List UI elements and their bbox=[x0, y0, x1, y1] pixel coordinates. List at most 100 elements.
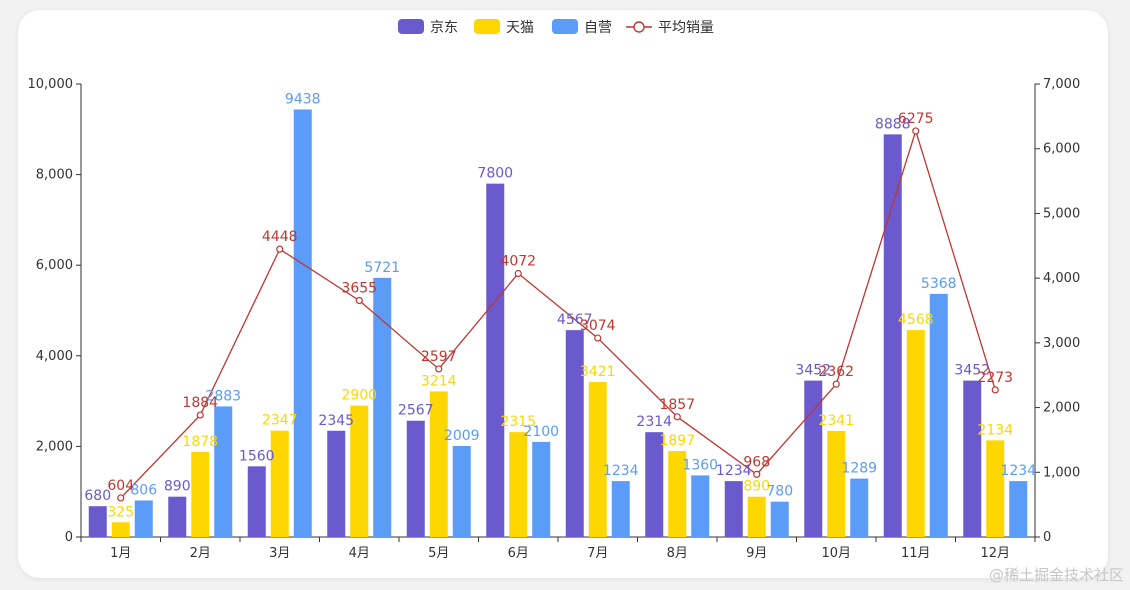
legend-item[interactable]: 自营 bbox=[552, 19, 612, 36]
bar[interactable] bbox=[883, 134, 902, 537]
bar-data-label: 5721 bbox=[364, 260, 400, 276]
bar[interactable] bbox=[111, 522, 130, 537]
bar[interactable] bbox=[429, 391, 448, 537]
x-tick-label: 10月 bbox=[821, 546, 851, 561]
y-left-tick-label: 6,000 bbox=[36, 258, 73, 273]
bar-data-label: 325 bbox=[107, 504, 134, 520]
bar[interactable] bbox=[724, 481, 743, 537]
bar-data-label: 1289 bbox=[841, 461, 877, 477]
bar[interactable] bbox=[906, 330, 925, 537]
bar-data-label: 5368 bbox=[921, 276, 957, 292]
bar[interactable] bbox=[509, 432, 528, 537]
bar[interactable] bbox=[214, 406, 233, 537]
bar[interactable] bbox=[191, 451, 210, 537]
legend-label: 平均销量 bbox=[658, 20, 714, 36]
y-left-tick-label: 8,000 bbox=[36, 168, 73, 183]
bar[interactable] bbox=[668, 451, 687, 537]
line-point[interactable] bbox=[117, 494, 125, 502]
bar[interactable] bbox=[452, 445, 471, 537]
line-point[interactable] bbox=[991, 386, 999, 394]
bar[interactable] bbox=[373, 277, 392, 537]
bar-data-label: 1878 bbox=[182, 434, 218, 450]
bar[interactable] bbox=[327, 430, 346, 537]
legend-item[interactable]: 京东 bbox=[398, 19, 458, 36]
line-point[interactable] bbox=[435, 365, 443, 373]
y-left-tick-label: 0 bbox=[65, 530, 73, 545]
bar[interactable] bbox=[747, 496, 766, 537]
axes: 0 2,000 4,000 6,000 8,000 10,000 0 1,000 2,000 3,… bbox=[28, 77, 1081, 561]
line-point[interactable] bbox=[196, 411, 204, 419]
x-tick-label: 1月 bbox=[110, 546, 131, 561]
x-tick-label: 8月 bbox=[667, 546, 688, 561]
y-right-tick-label: 0 bbox=[1043, 530, 1051, 545]
x-tick-label: 9月 bbox=[746, 546, 767, 561]
y-left-tick-label: 2,000 bbox=[36, 439, 73, 454]
data-labels: 680 890 1560 2345 2567 7800 4567 2314 1234 3452 88… bbox=[84, 91, 1036, 520]
line-data-label: 1857 bbox=[659, 397, 695, 413]
bar[interactable] bbox=[588, 382, 607, 537]
line-point[interactable] bbox=[832, 380, 840, 388]
line-point[interactable] bbox=[276, 245, 284, 253]
bar[interactable] bbox=[986, 440, 1005, 537]
bar[interactable] bbox=[270, 430, 289, 537]
line-data-label: 4448 bbox=[262, 229, 298, 245]
bar[interactable] bbox=[611, 481, 630, 537]
line-point[interactable] bbox=[514, 269, 522, 278]
bar[interactable] bbox=[486, 183, 505, 537]
bar[interactable] bbox=[850, 478, 869, 537]
bar[interactable] bbox=[770, 501, 789, 537]
line-point[interactable] bbox=[753, 470, 761, 478]
bar[interactable] bbox=[350, 405, 369, 537]
bar-data-label: 1234 bbox=[603, 463, 639, 479]
y-right-tick-label: 5,000 bbox=[1043, 206, 1080, 221]
bar[interactable] bbox=[929, 293, 948, 537]
bar[interactable] bbox=[565, 330, 584, 537]
legend-swatch bbox=[474, 19, 500, 34]
bar-data-label: 9438 bbox=[285, 91, 321, 107]
bar[interactable] bbox=[827, 430, 846, 537]
line-point[interactable] bbox=[355, 296, 363, 305]
bar-data-label: 1560 bbox=[239, 448, 275, 464]
legend-item[interactable]: 平均销量 bbox=[626, 20, 714, 36]
x-tick-label: 3月 bbox=[269, 546, 290, 561]
line-data-label: 3655 bbox=[341, 280, 377, 296]
bar-data-label: 780 bbox=[766, 484, 793, 500]
bar-data-label: 3214 bbox=[421, 373, 457, 389]
bar[interactable] bbox=[963, 380, 982, 537]
bar[interactable] bbox=[691, 475, 710, 537]
legend[interactable]: 京东 天猫 自营 平均销量 bbox=[398, 19, 714, 36]
bar[interactable] bbox=[88, 506, 107, 537]
line-data-label: 2273 bbox=[977, 370, 1013, 386]
bar[interactable] bbox=[168, 496, 187, 537]
bar-data-label: 806 bbox=[130, 482, 157, 498]
bar[interactable] bbox=[532, 441, 551, 537]
bar[interactable] bbox=[406, 420, 425, 537]
bar-data-label: 4567 bbox=[557, 312, 593, 328]
bar-data-label: 3421 bbox=[580, 364, 616, 380]
y-right-tick-label: 2,000 bbox=[1043, 401, 1080, 416]
line-data-label: 2362 bbox=[818, 364, 854, 380]
bar[interactable] bbox=[134, 500, 153, 537]
bar[interactable] bbox=[1009, 481, 1028, 537]
bar-data-label: 2314 bbox=[636, 414, 672, 430]
line-point[interactable] bbox=[673, 413, 681, 421]
y-left-tick-label: 4,000 bbox=[36, 349, 73, 364]
x-tick-label: 12月 bbox=[980, 546, 1010, 561]
line-point[interactable] bbox=[912, 127, 920, 135]
y-right-tick-label: 1,000 bbox=[1043, 465, 1080, 480]
y-left-tick-label: 10,000 bbox=[28, 77, 74, 92]
legend-item[interactable]: 天猫 bbox=[474, 19, 534, 36]
bar[interactable] bbox=[804, 380, 823, 537]
y-right-tick-label: 7,000 bbox=[1043, 77, 1080, 92]
x-tick-label: 6月 bbox=[508, 546, 529, 561]
line-point[interactable] bbox=[594, 334, 602, 342]
bar-data-label: 680 bbox=[84, 488, 111, 504]
line-data-label: 968 bbox=[743, 454, 770, 470]
bar[interactable] bbox=[247, 466, 266, 537]
bar[interactable] bbox=[293, 109, 312, 537]
bar-data-label: 2009 bbox=[444, 428, 480, 444]
line-data-label: 604 bbox=[107, 478, 134, 494]
bar[interactable] bbox=[645, 432, 664, 537]
bar-data-label: 2341 bbox=[818, 413, 854, 429]
y-right-tick-label: 6,000 bbox=[1043, 142, 1080, 157]
